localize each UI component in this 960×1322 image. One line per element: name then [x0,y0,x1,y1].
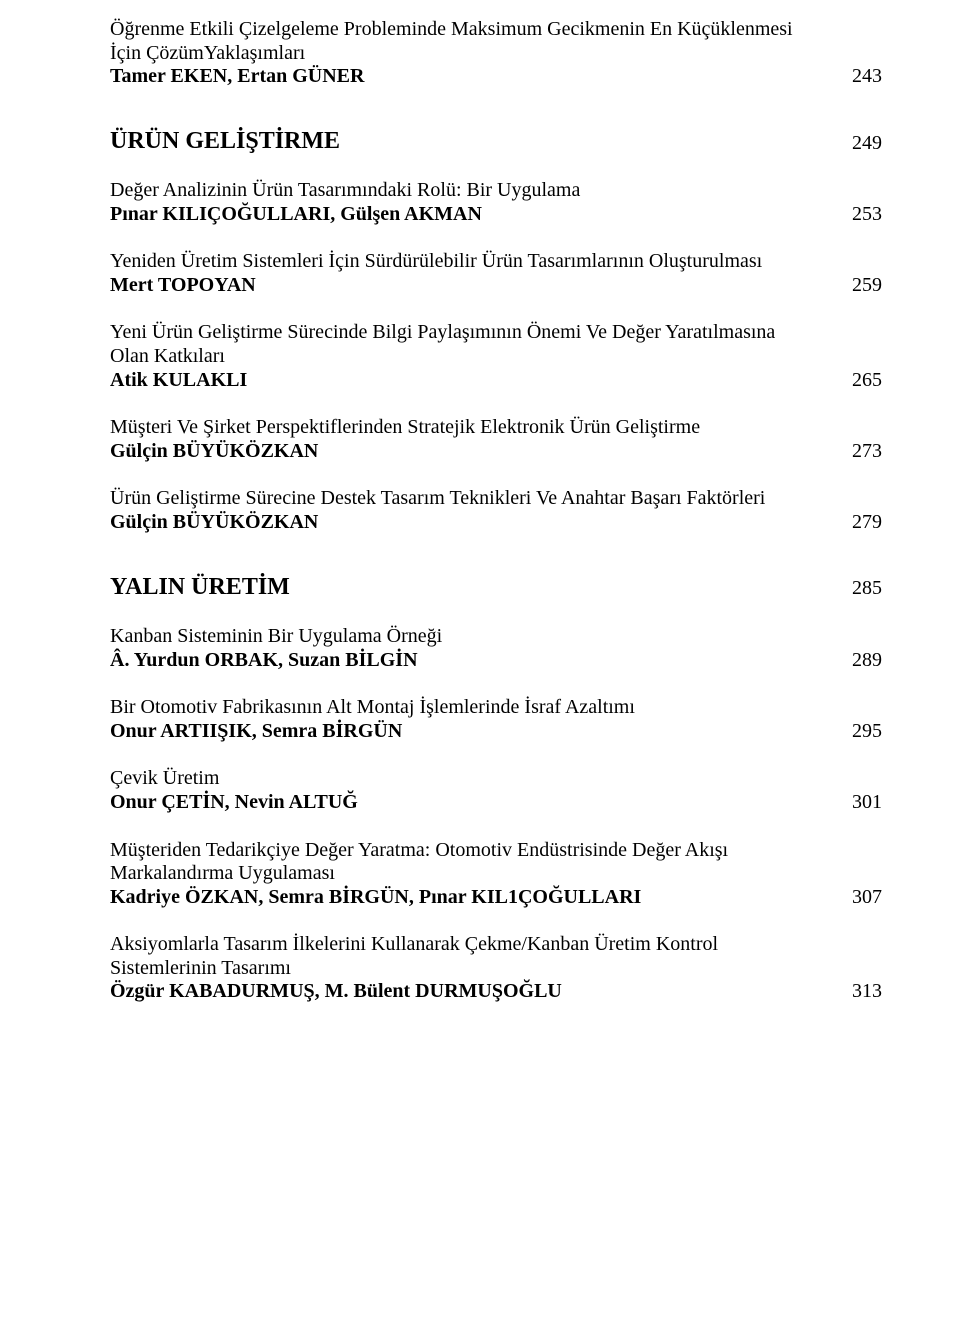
toc-entry-page: 253 [834,203,882,227]
section-page: 285 [834,577,882,601]
toc-block-1: Değer Analizinin Ürün Tasarımındaki Rolü… [110,179,882,535]
toc-entry-page: 295 [834,720,882,744]
toc-entry-title: Öğrenme Etkili Çizelgeleme Probleminde M… [110,18,816,65]
toc-entry-text: Yeniden Üretim Sistemleri İçin Sürdürüle… [110,250,834,297]
toc-entry-page: 301 [834,791,882,815]
toc-entry-title: Kanban Sisteminin Bir Uygulama Örneği [110,625,816,649]
toc-entry-title: Müşteri Ve Şirket Perspektiflerinden Str… [110,416,816,440]
toc-entry-text: Kanban Sisteminin Bir Uygulama Örneği Â.… [110,625,834,672]
toc-entry-title: Bir Otomotiv Fabrikasının Alt Montaj İşl… [110,696,816,720]
toc-entry-page: 259 [834,274,882,298]
toc-entry: Ürün Geliştirme Sürecine Destek Tasarım … [110,487,882,534]
toc-entry-text: Bir Otomotiv Fabrikasının Alt Montaj İşl… [110,696,834,743]
toc-entry: Çevik Üretim Onur ÇETİN, Nevin ALTUĞ 301 [110,767,882,814]
toc-entry-title: Yeni Ürün Geliştirme Sürecinde Bilgi Pay… [110,321,816,368]
section-title: ÜRÜN GELİŞTİRME [110,127,340,155]
toc-entry-title: Yeniden Üretim Sistemleri İçin Sürdürüle… [110,250,816,274]
toc-entry-author: Onur ÇETİN, Nevin ALTUĞ [110,791,816,815]
toc-entry-author: Tamer EKEN, Ertan GÜNER [110,65,816,89]
toc-entry: Değer Analizinin Ürün Tasarımındaki Rolü… [110,179,882,226]
toc-entry-author: Onur ARTIIŞIK, Semra BİRGÜN [110,720,816,744]
toc-block-2: Kanban Sisteminin Bir Uygulama Örneği Â.… [110,625,882,1004]
toc-block-0: Öğrenme Etkili Çizelgeleme Probleminde M… [110,18,882,89]
section-page: 249 [834,132,882,156]
toc-entry-text: Değer Analizinin Ürün Tasarımındaki Rolü… [110,179,834,226]
toc-entry-author: Atik KULAKLI [110,369,816,393]
toc-entry-author: Kadriye ÖZKAN, Semra BİRGÜN, Pınar KIL1Ç… [110,886,816,910]
toc-entry-title: Aksiyomlarla Tasarım İlkelerini Kullanar… [110,933,816,980]
toc-entry-page: 265 [834,369,882,393]
toc-entry-title: Ürün Geliştirme Sürecine Destek Tasarım … [110,487,816,511]
toc-entry-title: Değer Analizinin Ürün Tasarımındaki Rolü… [110,179,816,203]
toc-entry-author: Â. Yurdun ORBAK, Suzan BİLGİN [110,649,816,673]
toc-entry-page: 243 [834,65,882,89]
section-title: YALIN ÜRETİM [110,573,290,601]
toc-entry: Yeni Ürün Geliştirme Sürecinde Bilgi Pay… [110,321,882,392]
toc-entry-page: 273 [834,440,882,464]
toc-entry: Yeniden Üretim Sistemleri İçin Sürdürüle… [110,250,882,297]
toc-entry-author: Özgür KABADURMUŞ, M. Bülent DURMUŞOĞLU [110,980,816,1004]
toc-entry-text: Aksiyomlarla Tasarım İlkelerini Kullanar… [110,933,834,1004]
toc-entry-text: Müşteri Ve Şirket Perspektiflerinden Str… [110,416,834,463]
section-heading-urun-gelistirme: ÜRÜN GELİŞTİRME 249 [110,127,882,155]
toc-entry-text: Müşteriden Tedarikçiye Değer Yaratma: Ot… [110,839,834,910]
toc-entry-text: Yeni Ürün Geliştirme Sürecinde Bilgi Pay… [110,321,834,392]
toc-entry: Müşteri Ve Şirket Perspektiflerinden Str… [110,416,882,463]
toc-entry-title: Müşteriden Tedarikçiye Değer Yaratma: Ot… [110,839,816,886]
toc-entry-title: Çevik Üretim [110,767,816,791]
toc-entry-text: Öğrenme Etkili Çizelgeleme Probleminde M… [110,18,834,89]
toc-entry-author: Mert TOPOYAN [110,274,816,298]
toc-entry-page: 279 [834,511,882,535]
toc-entry-page: 307 [834,886,882,910]
toc-entry: Kanban Sisteminin Bir Uygulama Örneği Â.… [110,625,882,672]
toc-entry-page: 289 [834,649,882,673]
toc-entry-page: 313 [834,980,882,1004]
toc-entry-author: Pınar KILIÇOĞULLARI, Gülşen AKMAN [110,203,816,227]
toc-entry-author: Gülçin BÜYÜKÖZKAN [110,511,816,535]
toc-entry-text: Çevik Üretim Onur ÇETİN, Nevin ALTUĞ [110,767,834,814]
toc-entry: Aksiyomlarla Tasarım İlkelerini Kullanar… [110,933,882,1004]
toc-entry-text: Ürün Geliştirme Sürecine Destek Tasarım … [110,487,834,534]
toc-entry: Müşteriden Tedarikçiye Değer Yaratma: Ot… [110,839,882,910]
section-heading-yalin-uretim: YALIN ÜRETİM 285 [110,573,882,601]
toc-entry: Öğrenme Etkili Çizelgeleme Probleminde M… [110,18,882,89]
toc-entry-author: Gülçin BÜYÜKÖZKAN [110,440,816,464]
toc-entry: Bir Otomotiv Fabrikasının Alt Montaj İşl… [110,696,882,743]
